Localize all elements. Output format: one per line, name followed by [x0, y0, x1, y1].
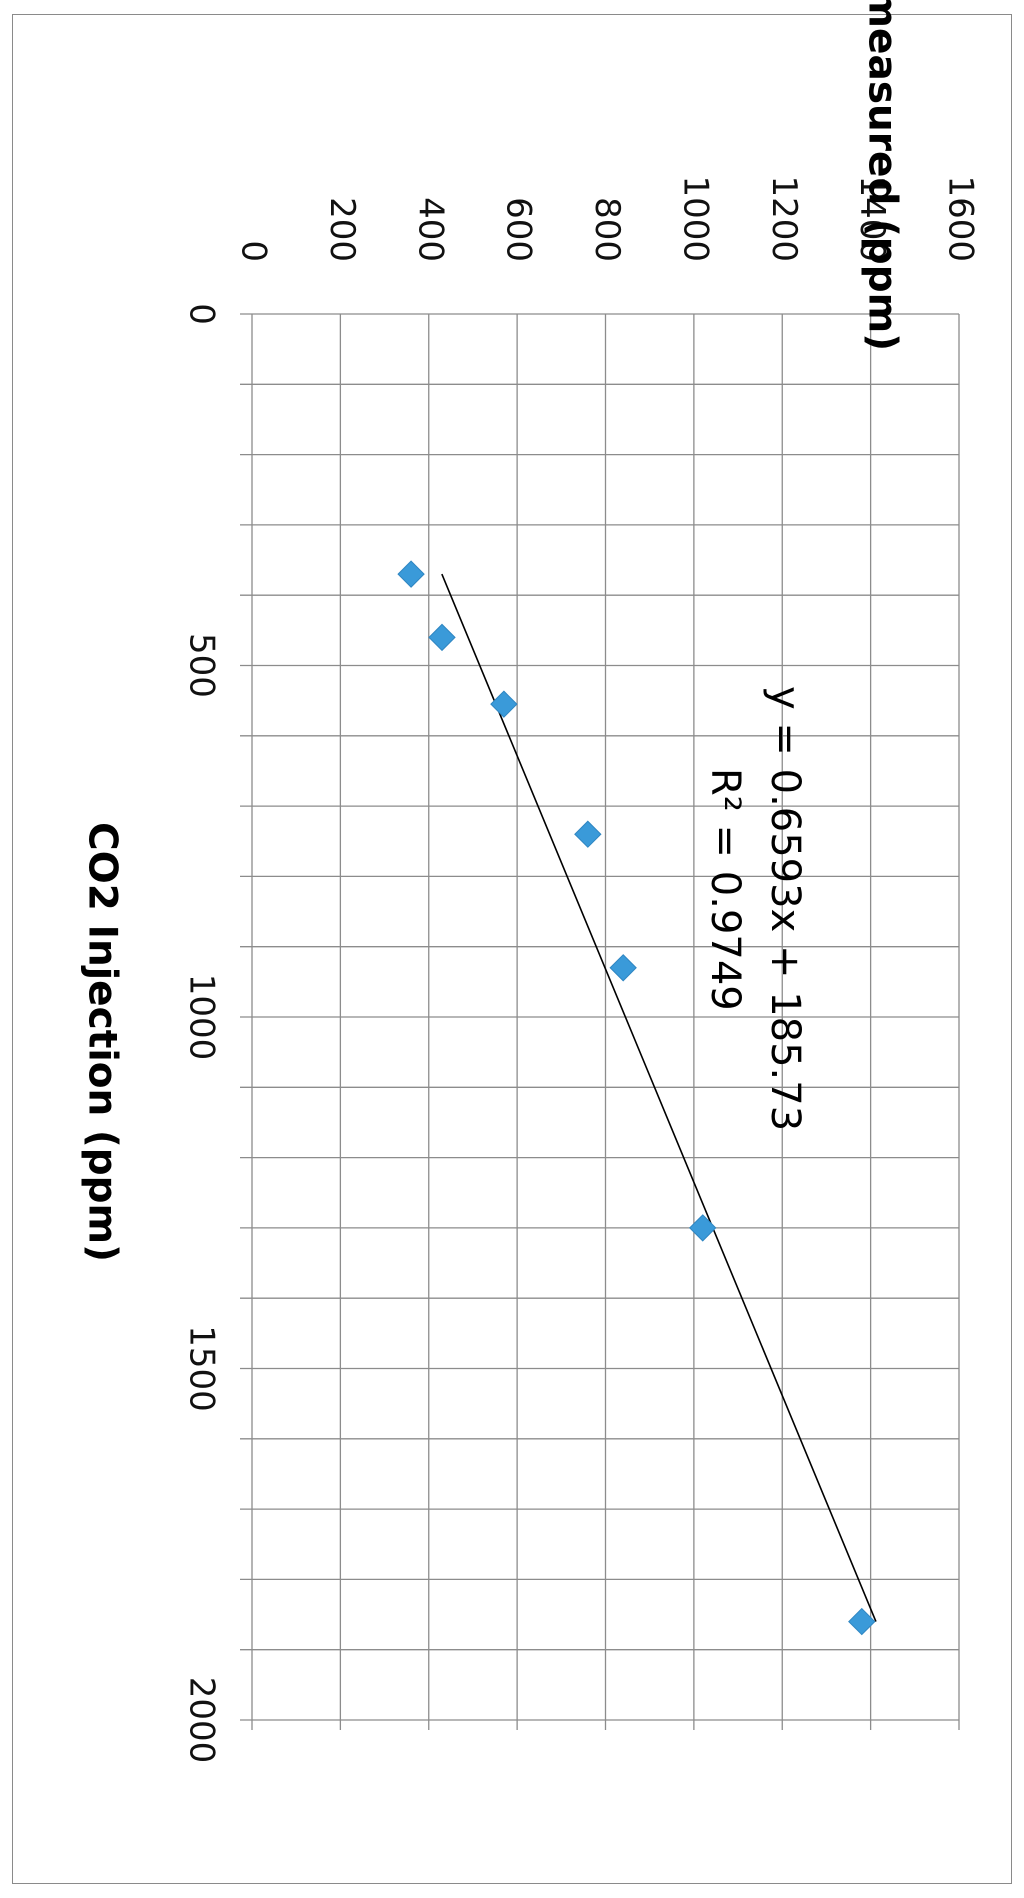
- y-tick-label: 1200: [764, 175, 804, 262]
- x-tick-label: 500: [182, 633, 222, 698]
- y-tick-label: 1600: [941, 175, 981, 262]
- trendline-r-squared: R² = 0.9749: [702, 768, 748, 1011]
- chart-frame: [12, 14, 1012, 1884]
- x-tick-label: 0: [182, 303, 222, 325]
- y-tick-label: 200: [322, 197, 362, 262]
- trendline-equation: y = 0.6593x + 185.73: [762, 686, 808, 1131]
- y-tick-label: 0: [234, 240, 274, 262]
- data-point: [428, 623, 456, 652]
- data-point: [848, 1607, 876, 1636]
- trendline-layer: [441, 573, 877, 1622]
- data-point: [397, 560, 425, 588]
- y-tick-label: 1400: [852, 175, 892, 262]
- y-axis-title: CO2 measured (ppm): [860, 0, 905, 351]
- data-point: [490, 690, 518, 718]
- grid: [240, 313, 960, 1730]
- data-point: [689, 1214, 717, 1242]
- x-tick-label: 2000: [182, 1677, 222, 1764]
- y-tick-label: 400: [410, 197, 450, 262]
- data-point: [574, 820, 602, 848]
- x-axis-title: CO2 Injection (ppm): [80, 822, 125, 1262]
- axis-titles: CO2 measured (ppm) CO2 Injection (ppm): [80, 0, 905, 1262]
- trendline-labels: y = 0.6593x + 185.73 R² = 0.9749: [702, 686, 808, 1131]
- x-tick-label: 1500: [182, 1325, 222, 1412]
- x-tick-label: 1000: [182, 974, 222, 1061]
- y-tick-label: 1000: [675, 175, 715, 262]
- y-tick-label: 800: [587, 197, 627, 262]
- tick-labels: 0 500 1000 1500 2000 0 200 400 600 800 1000 1200 140…: [182, 175, 981, 1763]
- data-point: [609, 954, 637, 982]
- trendline: [441, 573, 877, 1622]
- y-tick-label: 600: [499, 197, 539, 262]
- data-points: [397, 560, 876, 1636]
